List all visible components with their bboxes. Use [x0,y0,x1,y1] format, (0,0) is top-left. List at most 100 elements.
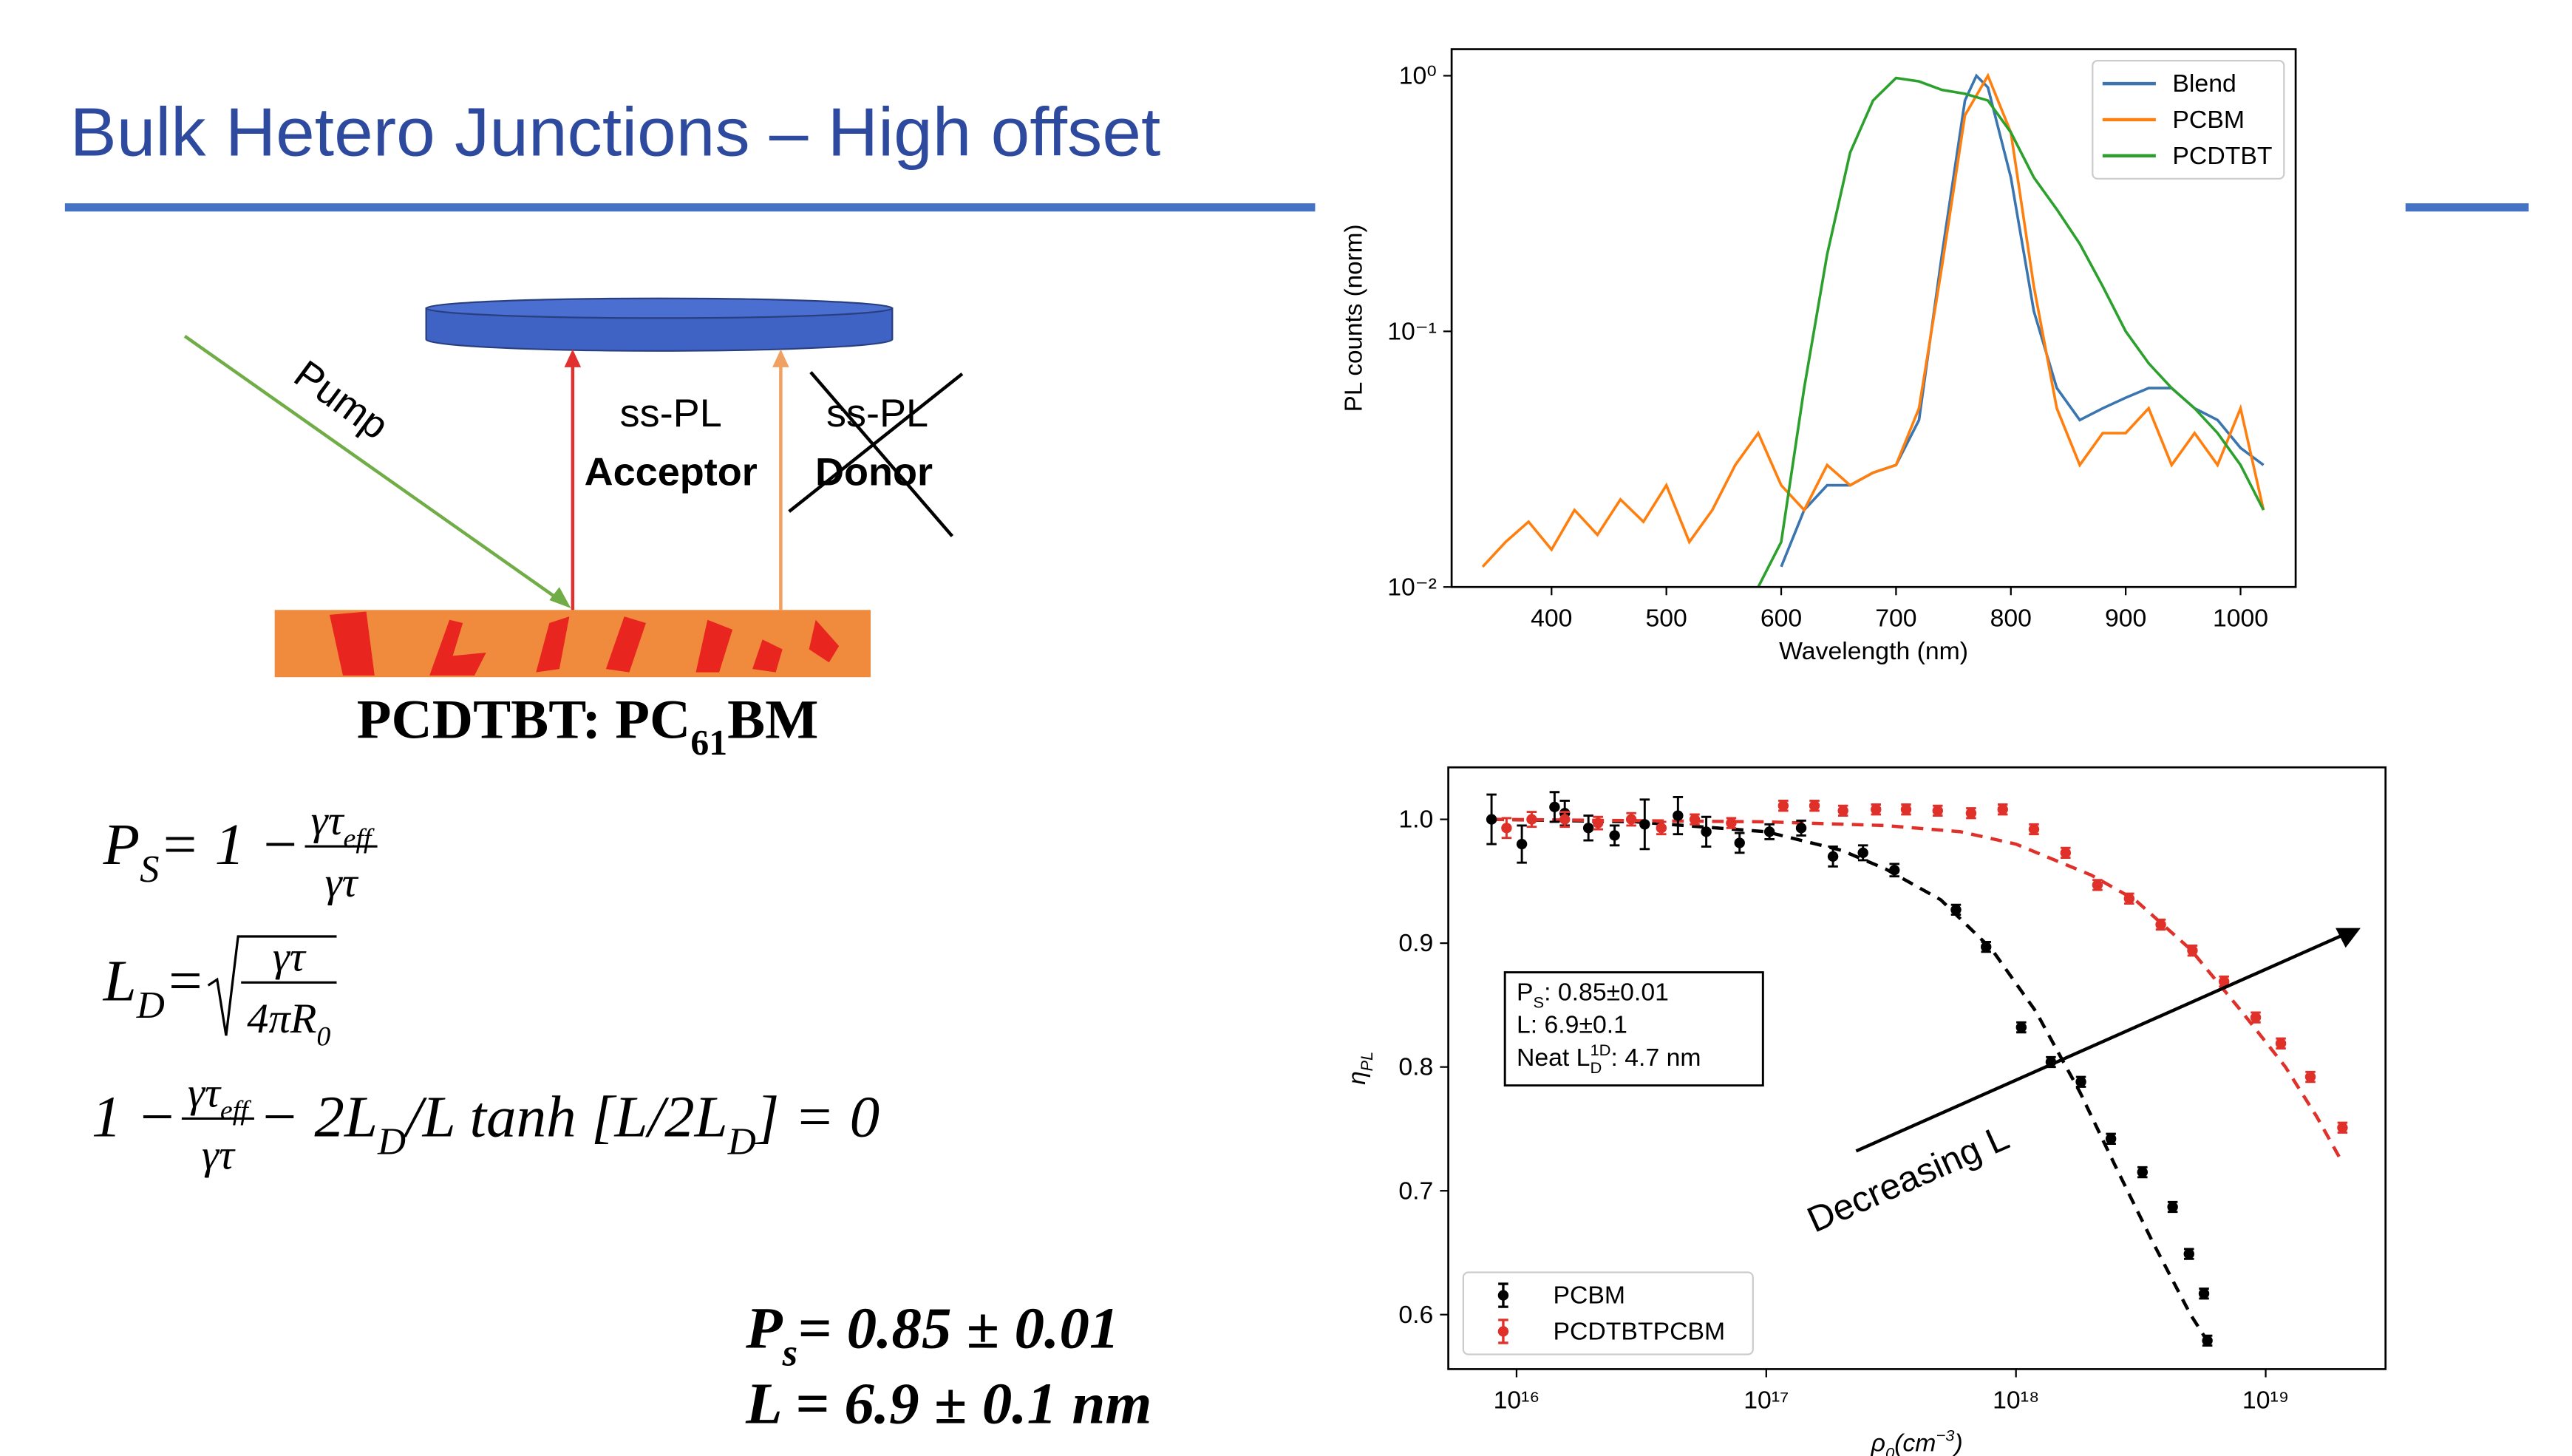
y-axis-label-group: PL counts (norm) [1340,224,1367,412]
plot-area [1481,72,2265,588]
point [2155,919,2166,931]
point [1516,839,1528,850]
point [1809,800,1820,812]
point [1777,800,1789,812]
emission-label: Acceptor [585,450,758,494]
point [2218,976,2230,987]
radical [207,935,337,1036]
cross-line [809,371,954,537]
emission-label: ss-PL [620,391,722,435]
detector-top [425,297,894,319]
detector-side [425,307,894,352]
domain [695,619,733,673]
x-tick-label: 800 [1990,605,2032,633]
y-axis-label: PL counts (norm) [1340,224,1367,412]
point [2028,823,2040,835]
emission-label: Donor [815,450,933,494]
equation: = 1 − [160,812,301,877]
x-tick-label: 1000 [2213,605,2268,633]
point [2123,893,2135,904]
legend-swatch [1497,1290,1509,1301]
point [2105,1133,2117,1144]
point [1486,814,1497,825]
y-axis-label: PL [1358,1052,1376,1071]
arrowhead [549,587,571,609]
x-tick-label: 10¹⁶ [1494,1387,1540,1415]
result: L = 6.9 ± 0.1 nm [745,1371,1151,1436]
point [1501,823,1512,834]
point [1997,804,2008,815]
point [1795,823,1807,834]
point [1526,814,1537,825]
arrowhead [772,349,789,367]
equation: γτ [273,933,307,981]
x-axis-label: (cm [1894,1430,1936,1456]
annotation-box [1503,971,1764,1087]
numerator: γτ eff [188,1069,251,1126]
point [1609,830,1620,841]
denominator: 4πR 0 [247,995,330,1052]
legend-box [1462,1271,1754,1355]
x-tick-label: 500 [1645,605,1687,633]
legend-box [2092,59,2285,180]
y-tick-label: 10⁰ [1399,63,1437,90]
diagram: Pump ss-PL Acceptor ss-PL Donor [183,297,964,678]
domain [329,611,375,676]
x-axis-label-group: Wavelength (nm) [1779,638,1968,665]
annotation: 1D [1590,1041,1610,1059]
point [2060,847,2072,858]
equation: D [727,1120,756,1163]
slide-title: Bulk Hetero Junctions – High offset [70,93,1161,170]
point [1889,865,1900,876]
annotation: Neat L [1517,1044,1590,1072]
legend-label: PCBM [1554,1282,1626,1310]
equation: γτ [188,1069,222,1117]
result: = 0.85 ± 0.01 [797,1296,1119,1361]
x-tick-label: 700 [1875,605,1916,633]
numerator: γτ [273,933,307,981]
annotation: P [1517,979,1534,1006]
point [1656,823,1667,834]
series-line [1757,76,2265,588]
emission-label: ss-PL [826,391,928,435]
equation: γτ [311,797,345,845]
point [2015,1021,2027,1033]
point [1763,826,1775,837]
domain [429,619,486,676]
y-axis-label: η [1344,1071,1371,1084]
y-tick-label: 10⁻² [1387,574,1437,602]
point [1559,814,1571,825]
point [2075,1076,2086,1087]
point [1582,823,1594,834]
domain [752,639,783,673]
y-tick-label: 1.0 [1398,806,1433,834]
equation: L [103,948,137,1013]
point [1734,837,1745,848]
plot-frame [1450,48,2297,588]
equation: ] = 0 [755,1084,880,1149]
equation: /L tanh [L/2L [403,1084,728,1149]
point [1592,817,1604,829]
annotation: : 0.85±0.01 [1544,979,1669,1006]
point [1950,904,1962,915]
result: P [745,1296,783,1361]
legend-label: PCDTBTPCBM [1554,1319,1726,1346]
point [2187,945,2198,956]
equation: 0 [316,1021,330,1052]
result-group: L = 6.9 ± 0.1 nm [745,1371,1151,1436]
point [1932,805,1944,816]
series-line [1481,72,2265,568]
y-tick-label: 0.8 [1398,1054,1433,1081]
equation: γτ [202,1131,236,1179]
y-tick-label: 10⁻¹ [1387,319,1437,346]
point [2202,1335,2213,1346]
numerator: γτ eff [311,797,375,854]
pump-beam [183,334,565,605]
equation: − 2L [259,1084,378,1149]
material-label: 61 [690,722,727,763]
legend-label: PCDTBT [2172,143,2272,170]
